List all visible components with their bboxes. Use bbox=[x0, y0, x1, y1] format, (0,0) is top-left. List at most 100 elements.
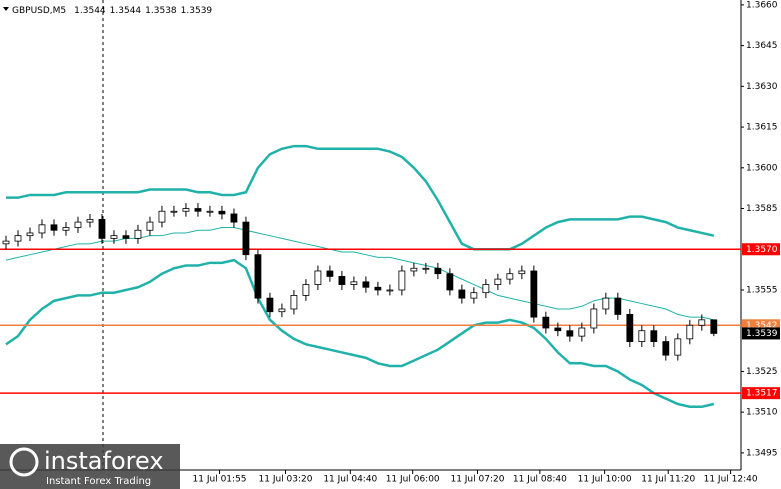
candle-body bbox=[14, 235, 22, 242]
candle-body bbox=[554, 327, 562, 332]
level-tag bbox=[742, 243, 780, 256]
candle-body bbox=[314, 270, 322, 285]
x-tick-label: 11 Jul 08:40 bbox=[513, 475, 567, 485]
chart-title: GBPUSD,M5 1.3544 1.3544 1.3538 1.3539 bbox=[12, 6, 212, 16]
candle-body bbox=[710, 319, 718, 334]
level-label: 1.3570 bbox=[746, 245, 778, 255]
candle-body bbox=[110, 235, 118, 239]
candle-body bbox=[194, 208, 202, 212]
level-label: 1.3517 bbox=[746, 389, 778, 399]
y-tick-label: 1.3645 bbox=[746, 41, 778, 51]
candle-body bbox=[254, 254, 262, 299]
y-tick-label: 1.3615 bbox=[746, 123, 778, 133]
candle-body bbox=[638, 330, 646, 342]
x-tick-label: 11 Jul 06:00 bbox=[386, 475, 440, 485]
price-label: 1.3539 bbox=[746, 329, 778, 339]
candle-body bbox=[170, 210, 178, 213]
candle-body bbox=[614, 297, 622, 315]
watermark-logo bbox=[9, 447, 39, 477]
candle-body bbox=[566, 330, 574, 337]
candle-body bbox=[74, 221, 82, 228]
header-icon bbox=[3, 7, 9, 11]
candle-body bbox=[542, 316, 550, 329]
candle-body bbox=[326, 270, 334, 277]
watermark: instaforex Instant Forex Trading bbox=[0, 444, 180, 489]
candle-body bbox=[698, 319, 706, 326]
candle-body bbox=[506, 273, 514, 280]
candle-body bbox=[446, 273, 454, 291]
symbol: GBPUSD,M5 bbox=[12, 6, 66, 16]
candle-body bbox=[410, 267, 418, 272]
watermark-tagline: Instant Forex Trading bbox=[46, 476, 151, 487]
y-tick-label: 1.3600 bbox=[746, 163, 778, 173]
candle-body bbox=[230, 213, 238, 223]
candle-body bbox=[158, 210, 166, 223]
band-line bbox=[5, 144, 715, 251]
candle-body bbox=[650, 330, 658, 342]
x-tick-label: 11 Jul 11:20 bbox=[641, 475, 695, 485]
candle-body bbox=[266, 297, 274, 313]
x-tick-label: 11 Jul 10:00 bbox=[578, 475, 632, 485]
candle-body bbox=[518, 270, 526, 275]
candle-body bbox=[290, 295, 298, 310]
low-value: 1.3538 bbox=[145, 6, 177, 16]
candle-body bbox=[50, 224, 58, 231]
candle-body bbox=[686, 324, 694, 340]
candle-body bbox=[242, 221, 250, 256]
candle-body bbox=[218, 210, 226, 215]
level-label: 1.3542 bbox=[746, 321, 778, 331]
y-tick-label: 1.3510 bbox=[746, 408, 778, 418]
band-line bbox=[5, 227, 714, 321]
candle-body bbox=[146, 221, 154, 231]
candle-body bbox=[134, 229, 142, 239]
level-tag bbox=[742, 387, 780, 400]
x-tick-label: 11 Jul 07:20 bbox=[450, 475, 504, 485]
high-value: 1.3544 bbox=[110, 6, 142, 16]
x-tick-label: 11 Jul 01:55 bbox=[193, 475, 247, 485]
candle-body bbox=[530, 270, 538, 318]
y-tick-label: 1.3660 bbox=[746, 0, 778, 10]
candle-body bbox=[662, 341, 670, 356]
candle-body bbox=[26, 232, 34, 237]
y-tick-label: 1.3495 bbox=[746, 448, 778, 458]
candle-body bbox=[374, 286, 382, 291]
price-tag bbox=[742, 327, 780, 340]
candle-body bbox=[398, 270, 406, 291]
x-tick-label: 11 Jul 12:40 bbox=[704, 475, 758, 485]
candle-body bbox=[626, 314, 634, 342]
candle-body bbox=[182, 208, 190, 212]
candle-body bbox=[278, 308, 286, 313]
candle-body bbox=[422, 267, 430, 270]
candle-body bbox=[206, 210, 214, 213]
candle-body bbox=[350, 281, 358, 285]
candle-body bbox=[674, 338, 682, 356]
candle-body bbox=[602, 297, 610, 310]
y-tick-label: 1.3555 bbox=[746, 285, 778, 295]
candle-body bbox=[386, 289, 394, 292]
candle-body bbox=[470, 292, 478, 299]
x-tick-label: 11 Jul 03:20 bbox=[259, 475, 313, 485]
candle-body bbox=[362, 281, 370, 288]
open-value: 1.3544 bbox=[74, 6, 106, 16]
candle-body bbox=[590, 308, 598, 329]
candle-body bbox=[302, 284, 310, 296]
watermark-name: instaforex bbox=[44, 447, 164, 475]
candle-body bbox=[434, 267, 442, 275]
band-line bbox=[5, 258, 715, 408]
candle-body bbox=[86, 218, 94, 223]
candle-body bbox=[98, 218, 106, 239]
candle-body bbox=[2, 240, 10, 245]
candle-body bbox=[482, 284, 490, 294]
header: GBPUSD,M5 1.3544 1.3544 1.3538 1.3539 bbox=[3, 6, 212, 16]
candle-body bbox=[62, 227, 70, 231]
plot bbox=[0, 144, 741, 408]
candle-body bbox=[338, 276, 346, 285]
close-value: 1.3539 bbox=[181, 6, 213, 16]
y-tick-label: 1.3630 bbox=[746, 82, 778, 92]
candle-body bbox=[578, 327, 586, 337]
y-tick-label: 1.3585 bbox=[746, 204, 778, 214]
candle-body bbox=[494, 278, 502, 285]
y-tick-label: 1.3525 bbox=[746, 367, 778, 377]
